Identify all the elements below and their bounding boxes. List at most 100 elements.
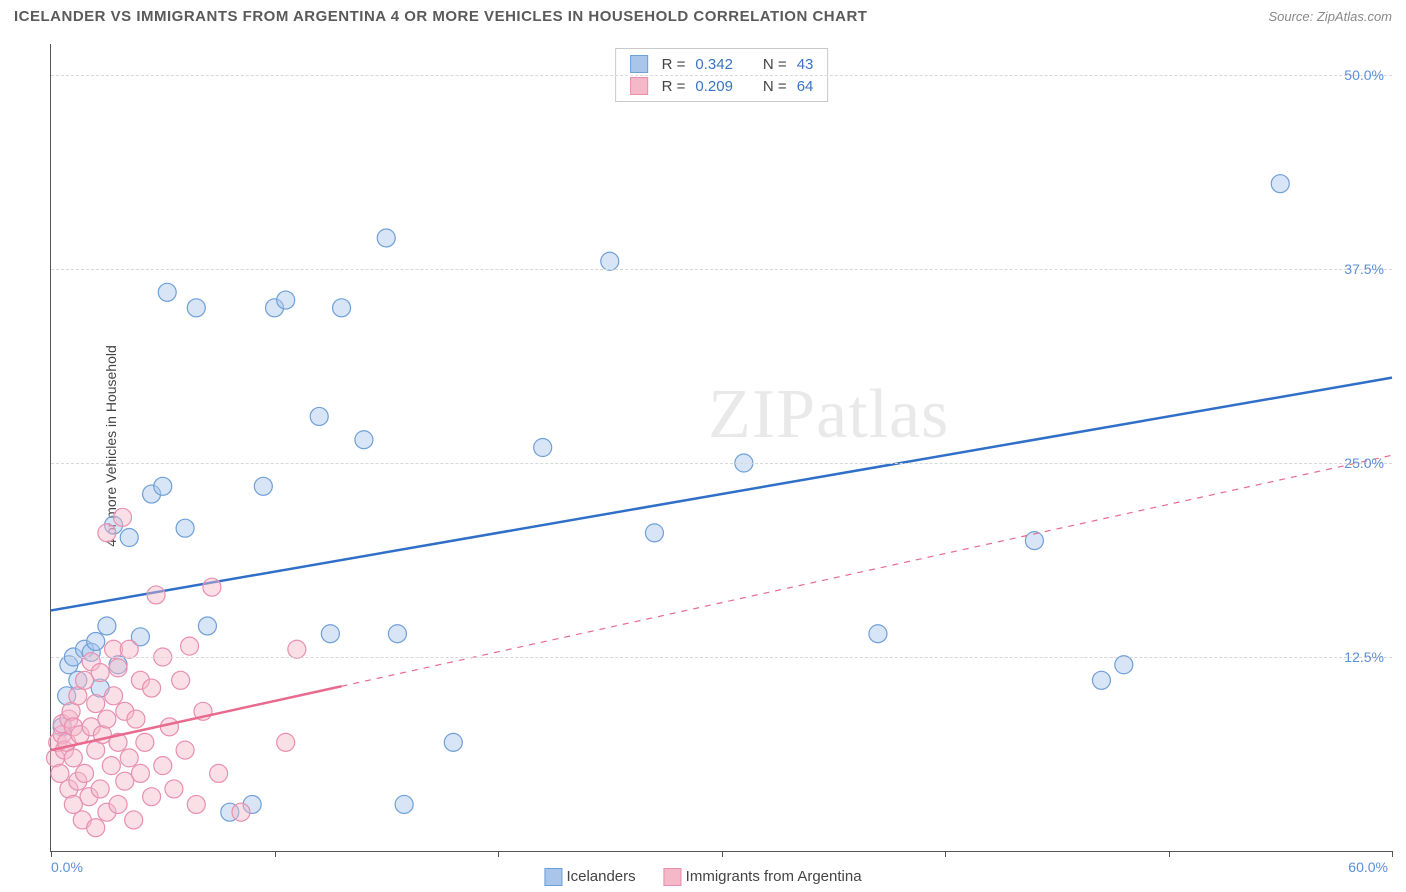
- data-point: [125, 811, 143, 829]
- data-point: [147, 586, 165, 604]
- y-tick-label: 25.0%: [1344, 455, 1384, 471]
- data-point: [254, 477, 272, 495]
- data-point: [395, 795, 413, 813]
- stat-n-label: N =: [763, 56, 787, 73]
- data-point: [87, 695, 105, 713]
- x-tick: [51, 851, 52, 857]
- data-point: [176, 741, 194, 759]
- data-point: [154, 477, 172, 495]
- data-point: [143, 788, 161, 806]
- data-point: [1271, 175, 1289, 193]
- stat-r-label: R =: [662, 78, 686, 95]
- data-point: [1115, 656, 1133, 674]
- data-point: [277, 291, 295, 309]
- data-point: [869, 625, 887, 643]
- chart-title: ICELANDER VS IMMIGRANTS FROM ARGENTINA 4…: [14, 8, 867, 25]
- legend-swatch: [544, 868, 562, 886]
- data-point: [120, 529, 138, 547]
- legend-swatch: [630, 77, 648, 95]
- stat-r-label: R =: [662, 56, 686, 73]
- source-attribution: Source: ZipAtlas.com: [1268, 9, 1392, 24]
- y-tick-label: 12.5%: [1344, 649, 1384, 665]
- data-point: [76, 764, 94, 782]
- data-point: [102, 757, 120, 775]
- data-point: [114, 508, 132, 526]
- gridline: [51, 269, 1392, 270]
- x-tick: [1169, 851, 1170, 857]
- data-point: [120, 749, 138, 767]
- gridline: [51, 657, 1392, 658]
- data-point: [64, 749, 82, 767]
- data-point: [87, 632, 105, 650]
- chart-plot-area: ZIPatlas R =0.342N =43R =0.209N =64 0.0%…: [50, 44, 1392, 852]
- data-point: [203, 578, 221, 596]
- data-point: [127, 710, 145, 728]
- data-point: [187, 795, 205, 813]
- data-point: [277, 733, 295, 751]
- data-point: [91, 780, 109, 798]
- data-point: [154, 757, 172, 775]
- stat-r-value: 0.209: [695, 78, 733, 95]
- legend-swatch: [664, 868, 682, 886]
- legend-item: Icelanders: [544, 868, 635, 886]
- data-point: [136, 733, 154, 751]
- data-point: [98, 524, 116, 542]
- data-point: [181, 637, 199, 655]
- legend-label: Icelanders: [566, 868, 635, 885]
- data-point: [160, 718, 178, 736]
- stat-n-value: 64: [797, 78, 814, 95]
- gridline: [51, 75, 1392, 76]
- legend-label: Immigrants from Argentina: [686, 868, 862, 885]
- data-point: [98, 710, 116, 728]
- stat-n-value: 43: [797, 56, 814, 73]
- stat-r-value: 0.342: [695, 56, 733, 73]
- data-point: [601, 252, 619, 270]
- y-tick-label: 50.0%: [1344, 67, 1384, 83]
- x-tick: [722, 851, 723, 857]
- data-point: [109, 795, 127, 813]
- data-point: [105, 687, 123, 705]
- data-point: [377, 229, 395, 247]
- data-point: [143, 679, 161, 697]
- y-tick-label: 37.5%: [1344, 261, 1384, 277]
- data-point: [109, 659, 127, 677]
- data-point: [198, 617, 216, 635]
- data-point: [232, 803, 250, 821]
- data-point: [91, 664, 109, 682]
- data-point: [355, 431, 373, 449]
- gridline: [51, 463, 1392, 464]
- x-tick: [1392, 851, 1393, 857]
- data-point: [310, 407, 328, 425]
- scatter-svg: [51, 44, 1392, 851]
- x-tick: [945, 851, 946, 857]
- data-point: [388, 625, 406, 643]
- stat-n-label: N =: [763, 78, 787, 95]
- data-point: [176, 519, 194, 537]
- legend-item: Immigrants from Argentina: [664, 868, 862, 886]
- x-tick: [275, 851, 276, 857]
- data-point: [444, 733, 462, 751]
- data-point: [1092, 671, 1110, 689]
- data-point: [321, 625, 339, 643]
- x-tick: [498, 851, 499, 857]
- data-point: [98, 617, 116, 635]
- data-point: [187, 299, 205, 317]
- data-point: [288, 640, 306, 658]
- data-point: [172, 671, 190, 689]
- data-point: [333, 299, 351, 317]
- stats-row: R = 0.209 N = 64: [630, 75, 814, 97]
- data-point: [120, 640, 138, 658]
- data-point: [131, 764, 149, 782]
- trend-line: [51, 378, 1392, 611]
- x-axis-max-label: 60.0%: [1348, 859, 1388, 875]
- data-point: [158, 283, 176, 301]
- data-point: [534, 439, 552, 457]
- legend-swatch: [630, 55, 648, 73]
- series-legend: Icelanders Immigrants from Argentina: [544, 868, 861, 886]
- trend-line-extrapolated: [342, 455, 1392, 686]
- data-point: [645, 524, 663, 542]
- x-axis-min-label: 0.0%: [51, 859, 83, 875]
- stats-row: R = 0.342 N = 43: [630, 53, 814, 75]
- data-point: [210, 764, 228, 782]
- data-point: [87, 819, 105, 837]
